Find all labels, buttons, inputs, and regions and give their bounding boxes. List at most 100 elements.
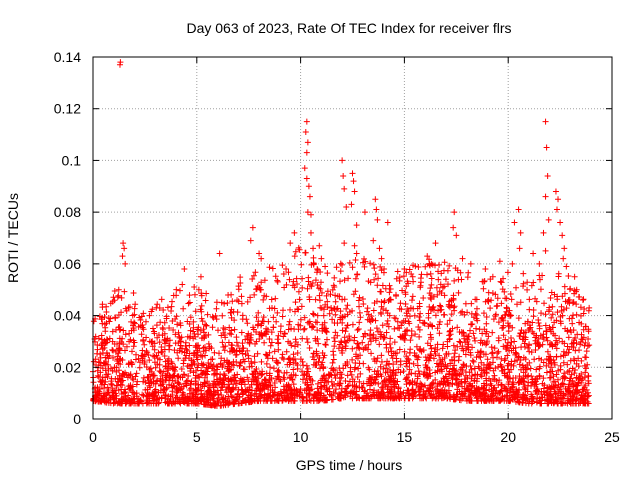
- data-point: [103, 303, 110, 310]
- data-point: [321, 326, 328, 333]
- data-point: [225, 367, 232, 374]
- data-point: [540, 331, 547, 338]
- data-point: [286, 276, 293, 283]
- data-point: [369, 316, 376, 323]
- data-point: [516, 361, 523, 368]
- data-point: [210, 392, 217, 399]
- data-point: [249, 371, 256, 378]
- data-point: [285, 269, 292, 276]
- data-point: [502, 336, 509, 343]
- data-point: [353, 344, 360, 351]
- data-point-outlier: [536, 260, 543, 267]
- data-point-outlier: [305, 183, 312, 190]
- data-point: [94, 346, 101, 353]
- data-point-outlier: [349, 170, 356, 177]
- data-point-outlier: [343, 203, 350, 210]
- data-point: [356, 394, 363, 401]
- data-point: [432, 262, 439, 269]
- data-point: [522, 356, 529, 363]
- data-point: [190, 369, 197, 376]
- data-point: [483, 320, 490, 327]
- data-point: [326, 372, 333, 379]
- data-point: [186, 320, 193, 327]
- data-point: [115, 286, 122, 293]
- data-point: [440, 381, 447, 388]
- data-point: [190, 389, 197, 396]
- data-point: [320, 306, 327, 313]
- data-point-outlier: [316, 242, 323, 249]
- data-point: [94, 372, 101, 379]
- data-point-outlier: [307, 211, 314, 218]
- data-point: [374, 282, 381, 289]
- data-point: [122, 331, 129, 338]
- data-point: [255, 321, 262, 328]
- data-point: [247, 334, 254, 341]
- data-point: [192, 333, 199, 340]
- data-point: [97, 369, 104, 376]
- data-point: [394, 389, 401, 396]
- data-point: [164, 370, 171, 377]
- data-point: [311, 356, 318, 363]
- data-point: [310, 323, 317, 330]
- data-point: [174, 349, 181, 356]
- data-point: [227, 309, 234, 316]
- data-point: [204, 311, 211, 318]
- data-point: [566, 367, 573, 374]
- data-point: [228, 327, 235, 334]
- data-point: [521, 393, 528, 400]
- data-point: [491, 387, 498, 394]
- data-point: [312, 296, 319, 303]
- data-point: [221, 381, 228, 388]
- data-point: [481, 277, 488, 284]
- data-point: [167, 373, 174, 380]
- data-point: [482, 351, 489, 358]
- data-point: [352, 383, 359, 390]
- data-point: [524, 362, 531, 369]
- data-point: [526, 296, 533, 303]
- data-point: [569, 320, 576, 327]
- data-point-outlier: [579, 297, 586, 304]
- data-point: [286, 318, 293, 325]
- data-point: [500, 275, 507, 282]
- data-point: [195, 384, 202, 391]
- data-point: [263, 370, 270, 377]
- data-point: [263, 351, 270, 358]
- data-point: [514, 301, 521, 308]
- data-point: [176, 334, 183, 341]
- data-point: [434, 341, 441, 348]
- data-point: [467, 388, 474, 395]
- data-point: [229, 347, 236, 354]
- data-point: [355, 297, 362, 304]
- data-point: [306, 294, 313, 301]
- data-point: [526, 306, 533, 313]
- data-point: [371, 276, 378, 283]
- data-point: [412, 370, 419, 377]
- data-point: [347, 364, 354, 371]
- data-point-outlier: [560, 255, 567, 262]
- data-point: [434, 325, 441, 332]
- data-point: [391, 314, 398, 321]
- data-point: [578, 357, 585, 364]
- data-point: [416, 313, 423, 320]
- data-point: [127, 336, 134, 343]
- data-point: [379, 282, 386, 289]
- data-point: [183, 346, 190, 353]
- data-point: [267, 387, 274, 394]
- data-point: [377, 263, 384, 270]
- data-point: [239, 387, 246, 394]
- data-point: [264, 355, 271, 362]
- data-point: [520, 280, 527, 287]
- data-point: [544, 348, 551, 355]
- data-point: [332, 367, 339, 374]
- data-point: [252, 269, 259, 276]
- data-point: [184, 377, 191, 384]
- data-point: [443, 365, 450, 372]
- data-point: [582, 323, 589, 330]
- data-point: [353, 353, 360, 360]
- data-point: [341, 338, 348, 345]
- data-point: [503, 295, 510, 302]
- data-point: [571, 370, 578, 377]
- data-point: [530, 330, 537, 337]
- data-point: [186, 299, 193, 306]
- data-point: [332, 386, 339, 393]
